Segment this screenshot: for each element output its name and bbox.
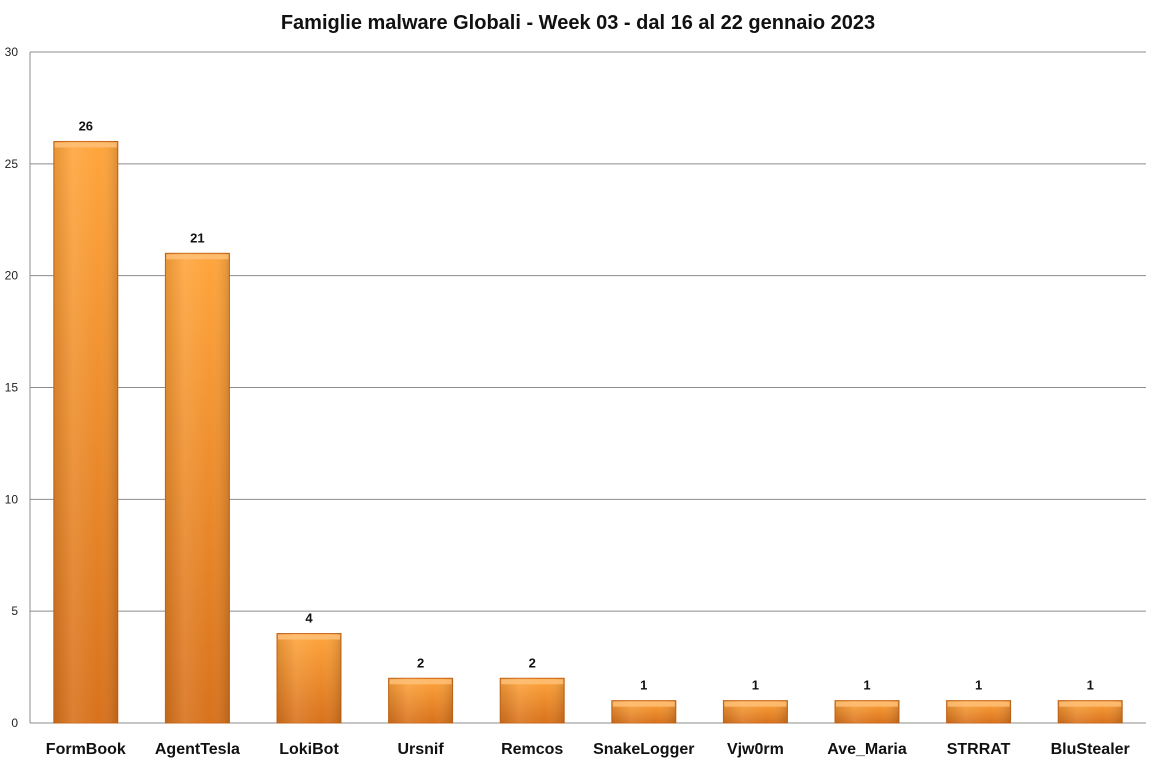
- bar: [53, 140, 119, 724]
- bar: [388, 677, 454, 724]
- bar: [499, 677, 565, 724]
- y-tick-label: 25: [5, 157, 19, 171]
- data-label: 21: [190, 230, 204, 245]
- bar-shading: [277, 633, 341, 723]
- bar-cap: [278, 634, 340, 640]
- data-label: 1: [752, 678, 759, 693]
- data-label: 2: [417, 655, 424, 670]
- bar: [164, 252, 230, 724]
- bar-cap: [54, 142, 117, 148]
- bar-cap: [501, 679, 564, 685]
- y-tick-label: 30: [5, 45, 19, 59]
- bar-shading: [388, 678, 453, 723]
- y-tick-label: 5: [11, 604, 18, 618]
- bar-cap: [166, 254, 229, 260]
- y-tick-label: 10: [5, 492, 19, 506]
- bar-cap: [724, 701, 787, 707]
- data-label: 4: [305, 611, 313, 626]
- bar-shading: [500, 678, 565, 723]
- x-tick-label: Ave_Maria: [827, 741, 907, 758]
- bar-cap: [389, 679, 452, 685]
- bars: [53, 140, 1123, 724]
- chart-title: Famiglie malware Globali - Week 03 - dal…: [281, 12, 875, 34]
- x-tick-label: SnakeLogger: [593, 741, 694, 758]
- x-tick-label: Ursnif: [397, 741, 444, 758]
- bar-shading: [53, 141, 118, 723]
- bar: [834, 700, 900, 724]
- x-tick-label: STRRAT: [947, 741, 1011, 758]
- x-tick-label: Vjw0rm: [727, 741, 784, 758]
- x-axis-ticks: FormBook AgentTesla LokiBot Ursnif Remcos Sna…: [46, 741, 1130, 758]
- y-tick-label: 0: [11, 716, 18, 730]
- y-tick-label: 15: [5, 381, 19, 395]
- data-label: 1: [640, 678, 647, 693]
- x-tick-label: BluStealer: [1051, 741, 1130, 758]
- x-tick-label: LokiBot: [279, 741, 339, 758]
- bar-cap: [612, 701, 675, 707]
- bar: [276, 633, 342, 724]
- bar-shading: [165, 253, 230, 724]
- data-label: 26: [79, 118, 93, 133]
- bar: [1057, 700, 1123, 724]
- y-axis-ticks: 0 5 10 15 20 25 30: [5, 45, 19, 730]
- data-label: 1: [863, 678, 870, 693]
- data-label: 1: [975, 678, 982, 693]
- bar: [946, 700, 1012, 724]
- data-label: 1: [1087, 678, 1094, 693]
- data-label: 2: [529, 655, 536, 670]
- x-tick-label: AgentTesla: [155, 741, 240, 758]
- x-tick-label: FormBook: [46, 741, 126, 758]
- y-tick-label: 20: [5, 269, 19, 283]
- bar: [611, 700, 677, 724]
- bar: [722, 700, 788, 724]
- bar-cap: [836, 701, 898, 707]
- bar-cap: [1059, 701, 1122, 707]
- bar-cap: [947, 701, 1010, 707]
- x-tick-label: Remcos: [501, 741, 563, 758]
